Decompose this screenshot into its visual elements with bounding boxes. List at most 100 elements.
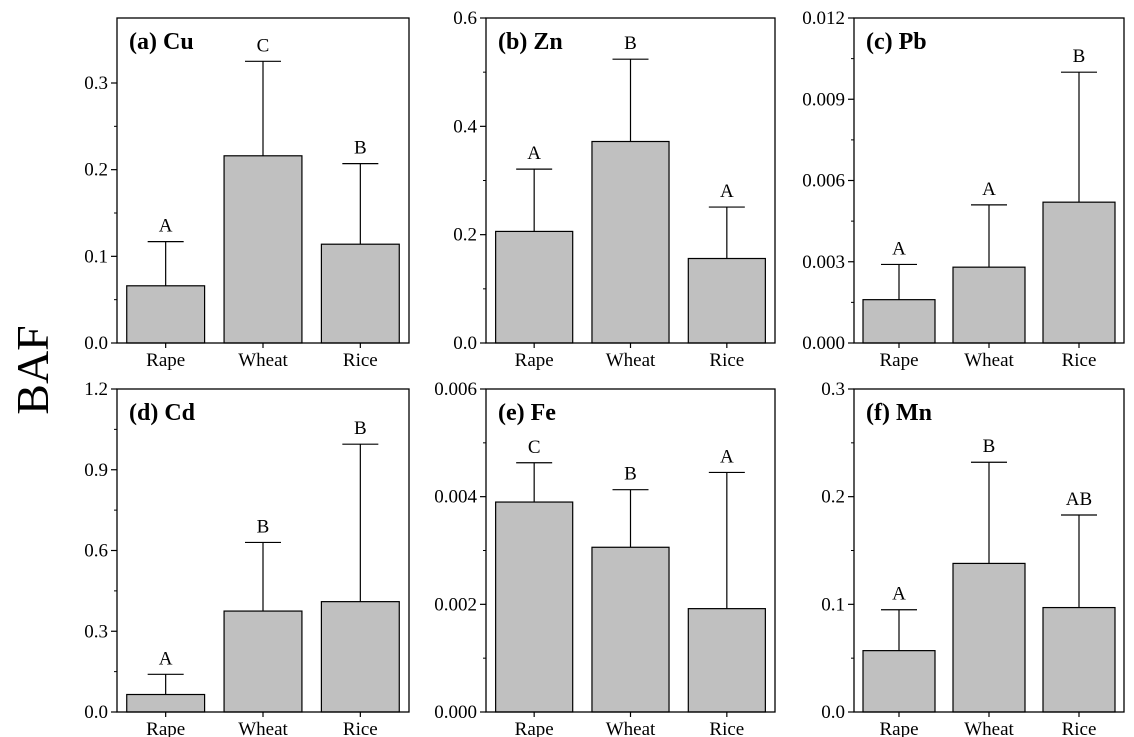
significance-letter: A	[720, 181, 734, 202]
significance-letter: B	[624, 464, 637, 485]
panel-2: A Rape B Wheat A Rice 0.0 0.2 0.4 0.6 (b) Zn	[453, 8, 776, 371]
y-tick-label: 0.002	[434, 594, 477, 615]
panel-title: (d) Cd	[129, 400, 196, 426]
bar-rape	[126, 285, 206, 344]
panel-title: (e) Fe	[498, 400, 556, 426]
y-tick-label: 0.004	[434, 487, 477, 508]
y-tick-label: 0.2	[453, 225, 477, 246]
y-tick-label: 0.000	[434, 702, 477, 723]
y-tick-label: 0.3	[84, 621, 108, 642]
significance-letter: A	[159, 648, 173, 669]
panel-5: C Rape B Wheat A Rice 0.000 0.002 0.004 0.006 (e) …	[434, 379, 776, 737]
y-tick-label: 0.006	[802, 171, 845, 192]
bar-rice	[320, 243, 400, 344]
bar-rice	[687, 257, 766, 344]
bar-rape	[862, 299, 936, 344]
significance-letter: B	[257, 516, 270, 537]
y-tick-label: 0.1	[821, 594, 845, 615]
panel-6: A Rape B Wheat AB Rice 0.0 0.1 0.2 0.3 (f) Mn	[821, 379, 1125, 737]
x-tick-label: Rape	[879, 350, 918, 371]
panel-title: (f) Mn	[866, 400, 932, 426]
panel-3: A Rape A Wheat B Rice 0.000 0.003 0.006 0.009 0.01…	[802, 8, 1125, 371]
plot-frame	[853, 388, 1125, 713]
plot-frame	[485, 388, 776, 713]
y-tick-label: 0.0	[84, 702, 108, 723]
significance-letter: A	[159, 216, 173, 237]
x-tick-label: Rice	[709, 350, 744, 371]
significance-letter: A	[892, 238, 906, 259]
bar-rape	[862, 650, 936, 713]
x-tick-label: Wheat	[964, 350, 1014, 371]
x-tick-label: Wheat	[964, 719, 1014, 737]
plot-frame	[485, 17, 776, 344]
y-tick-label: 0.0	[453, 333, 477, 354]
significance-letter: AB	[1066, 489, 1092, 510]
y-tick-label: 0.0	[821, 702, 845, 723]
significance-letter: B	[1073, 46, 1086, 67]
x-tick-label: Rice	[709, 719, 744, 737]
bar-rice	[1042, 606, 1116, 713]
bar-rape	[495, 230, 574, 344]
significance-letter: B	[624, 33, 637, 54]
y-tick-label: 0.9	[84, 460, 108, 481]
significance-letter: A	[720, 446, 734, 467]
significance-letter: C	[528, 437, 541, 458]
y-tick-label: 0.2	[84, 160, 108, 181]
bar-wheat	[952, 562, 1026, 713]
y-tick-label: 0.2	[821, 487, 845, 508]
y-axis-label: BAF	[7, 325, 58, 414]
y-tick-label: 0.3	[84, 73, 108, 94]
bar-wheat	[223, 610, 303, 713]
y-tick-label: 0.009	[802, 89, 845, 110]
panel-1: A Rape C Wheat B Rice 0.0 0.1 0.2 0.3 (a) Cu	[84, 17, 410, 371]
significance-letter: C	[257, 35, 270, 56]
bar-wheat	[591, 546, 670, 713]
panel-title: (a) Cu	[129, 29, 194, 55]
plot-frame	[116, 17, 410, 344]
plot-frame	[116, 388, 410, 713]
x-tick-label: Rice	[343, 719, 378, 737]
significance-letter: A	[982, 179, 996, 200]
bar-wheat	[952, 266, 1026, 344]
bar-wheat	[223, 155, 303, 344]
x-tick-label: Rape	[146, 350, 185, 371]
bar-rice	[1042, 201, 1116, 344]
x-tick-label: Wheat	[238, 719, 288, 737]
plot-frame	[853, 17, 1125, 344]
significance-letter: B	[354, 138, 367, 159]
y-tick-label: 0.000	[802, 333, 845, 354]
x-tick-label: Wheat	[606, 719, 656, 737]
y-tick-label: 0.0	[84, 333, 108, 354]
x-tick-label: Rice	[343, 350, 378, 371]
bar-rice	[320, 601, 400, 713]
significance-letter: B	[354, 418, 367, 439]
panel-title: (c) Pb	[866, 29, 927, 55]
y-tick-label: 0.4	[453, 116, 477, 137]
bar-rape	[126, 693, 206, 713]
y-tick-label: 0.6	[453, 8, 477, 29]
significance-letter: A	[527, 143, 541, 164]
bar-rice	[687, 608, 766, 713]
x-tick-label: Rice	[1062, 719, 1097, 737]
y-tick-label: 0.012	[802, 8, 845, 29]
significance-letter: A	[892, 584, 906, 605]
x-tick-label: Rape	[515, 350, 554, 371]
y-tick-label: 0.1	[84, 246, 108, 267]
significance-letter: B	[983, 436, 996, 457]
bar-rape	[495, 501, 574, 713]
panel-4: A Rape B Wheat B Rice 0.0 0.3 0.6 0.9 1.2 (d) Cd	[84, 379, 410, 737]
x-tick-label: Rape	[879, 719, 918, 737]
panels-group: A Rape C Wheat B Rice 0.0 0.1 0.2 0.3 (a) Cu A Rape B…	[84, 8, 1125, 737]
x-tick-label: Wheat	[238, 350, 288, 371]
x-tick-label: Rape	[146, 719, 185, 737]
bar-wheat	[591, 140, 670, 344]
panel-title: (b) Zn	[498, 29, 563, 55]
y-tick-label: 0.006	[434, 379, 477, 400]
y-tick-label: 0.003	[802, 252, 845, 273]
y-tick-label: 1.2	[84, 379, 108, 400]
x-tick-label: Wheat	[606, 350, 656, 371]
y-tick-label: 0.3	[821, 379, 845, 400]
x-tick-label: Rice	[1062, 350, 1097, 371]
y-tick-label: 0.6	[84, 541, 108, 562]
